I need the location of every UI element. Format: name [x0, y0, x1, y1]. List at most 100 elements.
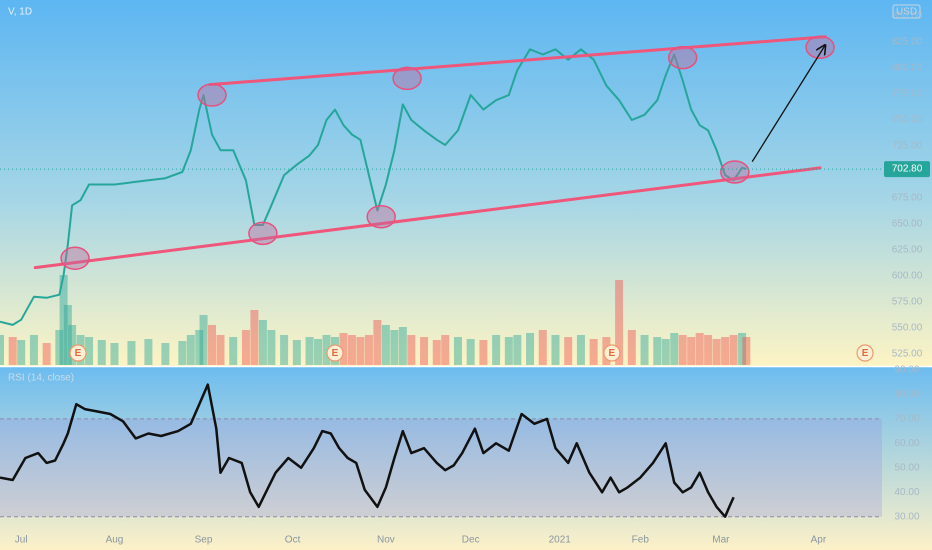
volume-bar	[110, 343, 119, 365]
y-tick-label: 40.00	[894, 487, 919, 498]
volume-bar	[29, 335, 38, 365]
layers: E E E E 525.00 550.00 575.00 600.00 625.00 650.00…	[0, 11, 930, 546]
x-tick-label: Oct	[285, 535, 301, 546]
y-tick-label: 825.00	[892, 37, 923, 48]
x-tick-label: Nov	[377, 535, 395, 546]
highlight	[197, 83, 227, 107]
earnings-label: E	[862, 348, 869, 359]
price-line	[0, 48, 747, 326]
volume-bar	[373, 320, 382, 365]
volume-bar	[589, 339, 598, 365]
volume-bar	[420, 337, 429, 365]
volume-bar	[250, 310, 259, 365]
y-tick-label: 90.00	[894, 365, 919, 376]
volume-bar	[551, 335, 560, 365]
volume-bar	[407, 335, 416, 365]
volume-bar	[161, 343, 170, 365]
y-tick-label: 750.00	[892, 115, 923, 126]
volume-bar	[538, 330, 547, 365]
y-tick-label: 70.00	[894, 414, 919, 425]
volume-bar	[564, 337, 573, 365]
earnings-label: E	[609, 348, 616, 359]
y-tick-label: 550.00	[892, 323, 923, 334]
last-price-label: 702.80	[892, 164, 923, 175]
rsi-title: RSI (14, close)	[8, 373, 74, 384]
x-tick-label: Sep	[195, 535, 213, 546]
volume-bar	[466, 339, 475, 365]
x-tick-label: Feb	[632, 535, 650, 546]
volume-bar	[356, 337, 365, 365]
volume-bar	[68, 325, 77, 365]
rsi-line	[0, 383, 735, 518]
volume-bar	[314, 339, 323, 365]
currency-box	[892, 4, 921, 19]
volume-bar	[576, 335, 585, 365]
volume-bar	[216, 335, 225, 365]
volume-bar	[97, 340, 106, 365]
volume-bar	[704, 335, 713, 365]
trendline	[33, 166, 822, 270]
highlight	[60, 246, 90, 271]
earnings-marker	[856, 344, 874, 362]
highlight	[720, 160, 750, 184]
y-tick-label: 800.00	[892, 63, 923, 74]
symbol: V, 1D	[8, 7, 32, 18]
highlight	[667, 45, 698, 70]
y-tick-label: 80.00	[894, 389, 919, 400]
volume-bar	[186, 335, 195, 365]
volume-bar	[199, 315, 208, 365]
x-tick-label: 2021	[549, 535, 572, 546]
volume-bar	[229, 337, 238, 365]
x-tick-label: Dec	[462, 535, 480, 546]
x-tick-label: Jul	[15, 535, 28, 546]
volume-bar	[627, 330, 636, 365]
volume-bar	[0, 335, 4, 365]
volume-bar	[640, 335, 649, 365]
y-tick-label: 775.00	[892, 89, 923, 100]
volume-bar	[8, 337, 17, 365]
volume-bar	[513, 335, 522, 365]
volume-bar	[292, 340, 301, 365]
volume-bar	[178, 341, 187, 365]
volume-bar	[267, 330, 276, 365]
currency: USD	[896, 7, 917, 18]
highlight	[392, 66, 422, 91]
highlight	[366, 204, 396, 229]
y-tick-label: 50.00	[894, 462, 919, 473]
volume-bar	[695, 333, 704, 365]
earnings-marker	[603, 344, 621, 362]
volume-bar	[364, 335, 373, 365]
price-pane	[0, 0, 932, 366]
x-tick-label: Aug	[106, 535, 124, 546]
volume-bar	[390, 330, 399, 365]
volume-bar	[729, 335, 738, 365]
volume-bar	[670, 333, 679, 365]
y-tick-label: 725.00	[892, 141, 923, 152]
volume-bar	[441, 335, 450, 365]
volume-bar	[55, 330, 64, 365]
y-tick-label: 625.00	[892, 245, 923, 256]
volume-bar	[127, 341, 136, 365]
y-tick-label: 850.00	[892, 11, 923, 22]
earnings-label: E	[75, 348, 82, 359]
volume-bar	[479, 340, 488, 365]
last-price-box	[884, 161, 930, 178]
volume-bar	[742, 337, 751, 365]
volume-bar	[492, 335, 501, 365]
volume-bar	[661, 339, 670, 365]
volume-bar	[258, 320, 267, 365]
earnings-marker	[326, 344, 344, 362]
volume-bar	[453, 337, 462, 365]
volume-bar	[712, 339, 721, 365]
volume-bar	[63, 305, 72, 365]
y-tick-label: 60.00	[894, 438, 919, 449]
earnings-marker	[69, 344, 87, 362]
volume-bar	[42, 343, 51, 365]
volume-bar	[687, 337, 696, 365]
volume-bar	[347, 335, 356, 365]
volume-bar	[721, 337, 730, 365]
volume-bar	[17, 340, 26, 365]
volume-bar	[59, 275, 68, 365]
volume-bar	[280, 335, 289, 365]
